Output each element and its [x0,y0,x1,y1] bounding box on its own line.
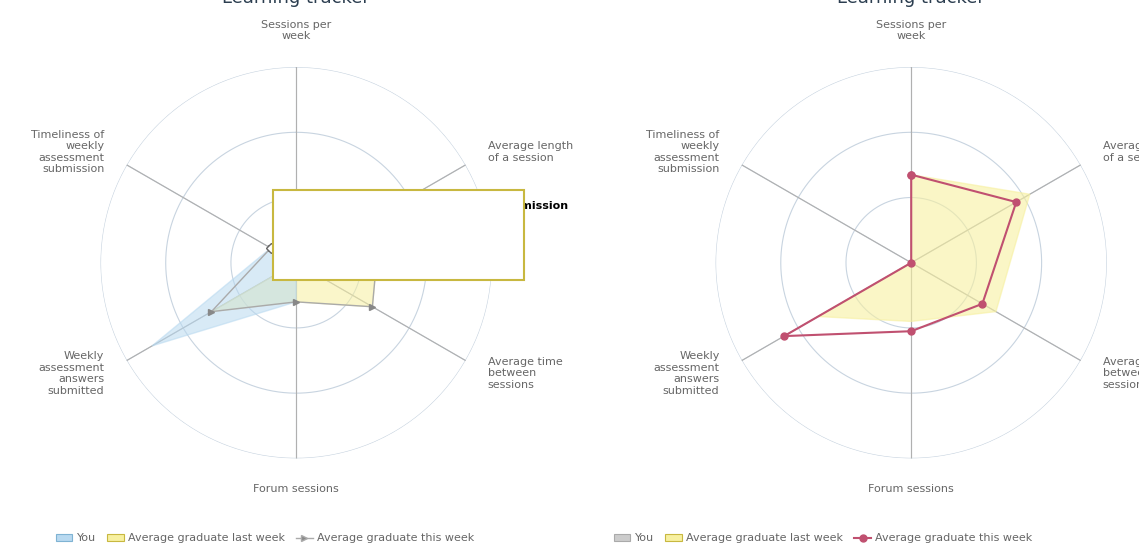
Text: Timeliness of weekly assessment submission: Timeliness of weekly assessment submissi… [286,201,568,211]
Title: Learning tracker: Learning tracker [837,0,985,7]
Text: You:: You: [286,230,312,240]
Legend: You, Average graduate last week, Average graduate this week: You, Average graduate last week, Average… [51,529,478,548]
Text: Average graduate last week:: Average graduate last week: [286,257,450,267]
Text: 92 h: 92 h [321,230,349,240]
Title: Learning tracker: Learning tracker [222,0,370,7]
Legend: You, Average graduate last week, Average graduate this week: You, Average graduate last week, Average… [609,529,1036,548]
Text: 72 h: 72 h [459,257,486,267]
Polygon shape [153,195,296,346]
FancyBboxPatch shape [273,190,524,280]
Polygon shape [818,174,1030,321]
Polygon shape [212,195,380,312]
